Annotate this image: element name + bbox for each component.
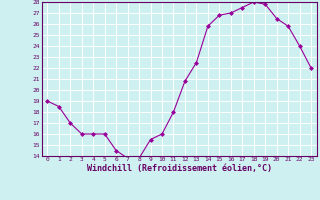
X-axis label: Windchill (Refroidissement éolien,°C): Windchill (Refroidissement éolien,°C) [87,164,272,173]
